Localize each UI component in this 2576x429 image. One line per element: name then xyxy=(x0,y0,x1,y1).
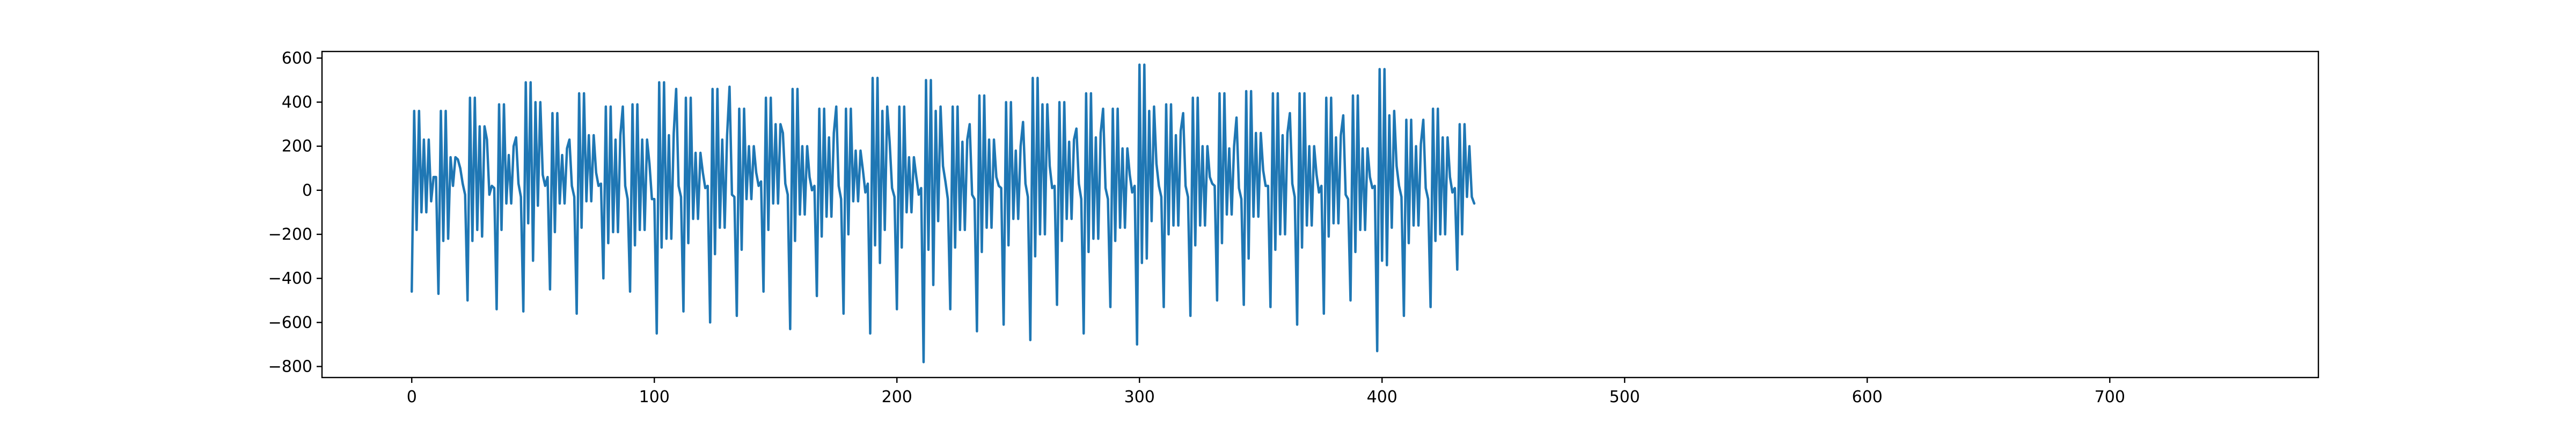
y-tick-label: −800 xyxy=(268,357,312,376)
x-axis: 0 100 200 300 400 500 600 700 xyxy=(407,378,2125,406)
y-tick-label: 400 xyxy=(282,93,312,112)
x-tick-label: 700 xyxy=(2095,388,2125,406)
x-tick-label: 600 xyxy=(1852,388,1883,406)
y-tick-label: −400 xyxy=(268,269,312,288)
plot-area xyxy=(322,51,2318,378)
plot-frame xyxy=(321,50,2319,379)
y-tick-label: 200 xyxy=(282,137,312,156)
y-tick-label: −600 xyxy=(268,313,312,332)
y-tick-label: −200 xyxy=(268,225,312,244)
series-layer xyxy=(410,63,1476,364)
y-axis: −800 −600 −400 −200 0 200 400 600 xyxy=(268,49,322,376)
y-tick-label: 0 xyxy=(302,181,312,200)
x-tick-label: 0 xyxy=(407,388,417,406)
x-tick-label: 100 xyxy=(639,388,670,406)
x-tick-label: 300 xyxy=(1124,388,1155,406)
x-tick-label: 500 xyxy=(1609,388,1640,406)
series-line-0 xyxy=(410,63,1476,364)
x-tick-label: 400 xyxy=(1367,388,1397,406)
y-tick-label: 600 xyxy=(282,49,312,68)
x-tick-label: 200 xyxy=(882,388,912,406)
